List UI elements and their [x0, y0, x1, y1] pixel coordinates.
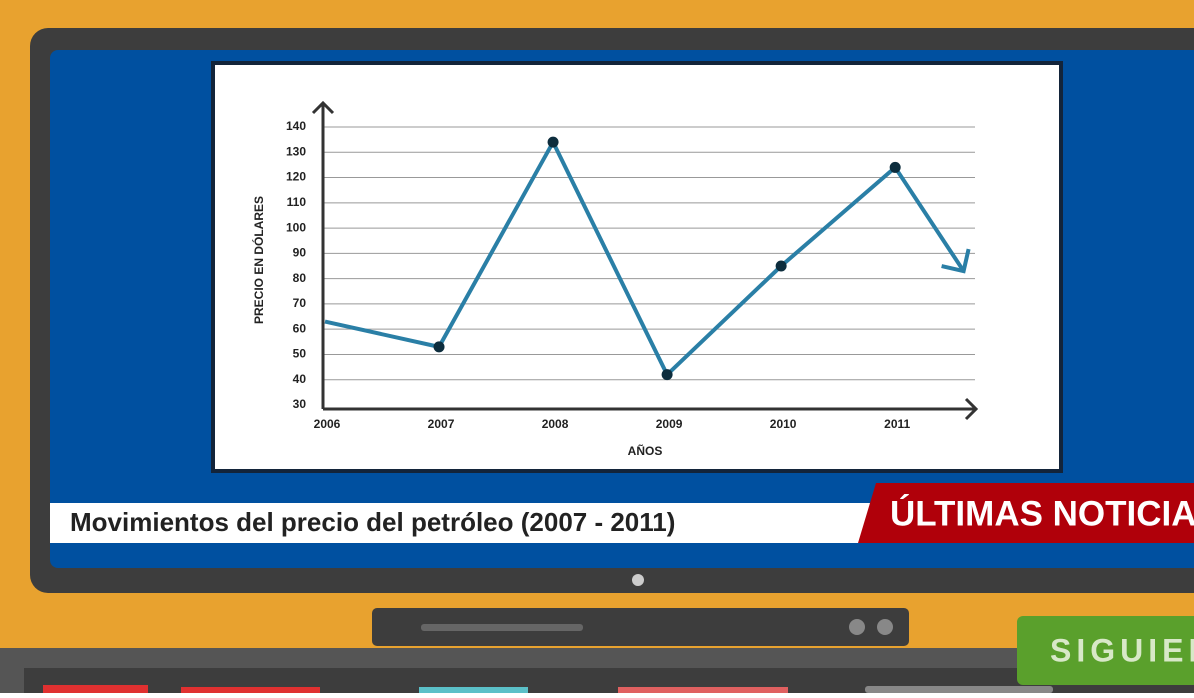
- y-tick-label: 40: [293, 372, 307, 386]
- y-tick-label: 110: [287, 195, 307, 209]
- y-tick-label: 30: [293, 397, 307, 411]
- stand-dot: [849, 619, 865, 635]
- power-led: [632, 574, 644, 586]
- next-button[interactable]: [1017, 616, 1194, 685]
- book: [419, 687, 528, 693]
- book: [181, 687, 320, 693]
- book: [865, 686, 1053, 693]
- x-tick-label: 2010: [770, 417, 797, 431]
- x-tick-label: 2006: [314, 417, 341, 431]
- y-tick-label: 130: [286, 144, 306, 158]
- book: [43, 685, 148, 693]
- stand-dot: [877, 619, 893, 635]
- y-tick-label: 100: [286, 220, 306, 234]
- chart-panel: [211, 61, 1063, 473]
- y-axis-label: PRECIO EN DÓLARES: [251, 196, 266, 324]
- x-tick-label: 2011: [884, 417, 910, 431]
- caption-bar: [50, 503, 890, 543]
- book: [618, 687, 788, 693]
- x-axis-label: AÑOS: [628, 443, 663, 458]
- next-button-label[interactable]: SIGUIENTE: [1050, 632, 1194, 668]
- y-tick-label: 120: [286, 170, 306, 184]
- plot: PRECIO EN DÓLARES AÑOS 30 40 50 60 70 80 90 100…: [251, 100, 979, 458]
- caption: Movimientos del precio del petróleo (200…: [70, 507, 675, 537]
- line-arrowhead: [941, 248, 971, 274]
- news-banner: [858, 483, 1194, 543]
- x-tick-label: 2007: [428, 417, 455, 431]
- data-point: [775, 260, 787, 272]
- data-point: [661, 369, 673, 381]
- monitor-stand: [372, 608, 909, 646]
- y-axis: [311, 100, 335, 409]
- data-point: [547, 136, 559, 148]
- y-tick-label: 70: [293, 296, 307, 310]
- y-tick-label: 90: [293, 246, 307, 260]
- data-point: [433, 341, 445, 353]
- y-tick-label: 60: [293, 321, 307, 335]
- y-tick-label: 50: [293, 347, 307, 361]
- x-tick-label: 2009: [656, 417, 683, 431]
- stand-slot: [421, 624, 583, 631]
- banner-text: ÚLTIMAS NOTICIAS: [890, 493, 1194, 533]
- y-tick-label: 80: [293, 271, 307, 285]
- y-tick-label: 140: [286, 119, 306, 133]
- x-tick-label: 2008: [542, 417, 569, 431]
- x-axis: [323, 397, 979, 421]
- data-point: [889, 161, 901, 173]
